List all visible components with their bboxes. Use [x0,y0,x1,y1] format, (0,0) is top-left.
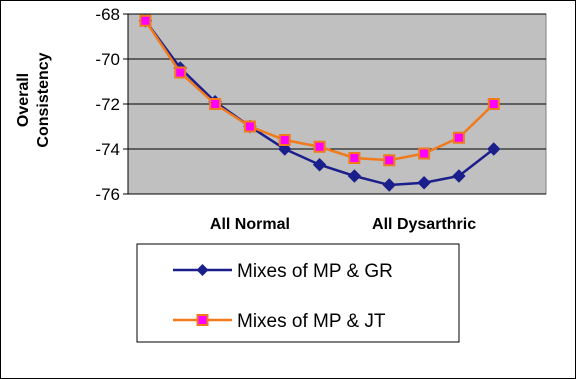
data-point [418,147,431,160]
data-point [347,169,362,183]
x-category-label: All Normal [210,216,290,233]
legend-marker [196,314,209,326]
x-category-labels: All Normal All Dysarthric [210,216,476,233]
y-tick-label: -68 [95,5,120,24]
legend-marker [196,264,209,276]
data-point [348,152,361,164]
legend: Mixes of MP & GR Mixes of MP & JT [173,261,393,332]
legend-label: Mixes of MP & GR [237,261,393,282]
data-point [382,178,396,192]
legend-box [136,243,460,343]
data-point [278,134,291,146]
y-tick-labels: -68 -70 -72 -74 -76 [95,5,120,204]
gridlines [123,13,546,195]
data-point [487,98,500,110]
y-tick-label: -72 [95,95,120,114]
data-point [174,66,187,79]
x-category-label: All Dysarthric [372,216,476,233]
data-point [243,120,256,133]
data-point [313,140,326,153]
data-point [139,14,152,27]
y-tick-label: -74 [95,140,120,159]
data-point [487,142,501,156]
data-point [452,169,466,183]
data-point [312,158,327,172]
series-group [138,14,501,192]
series-2 [139,14,500,167]
data-point [209,98,222,110]
data-point [383,154,396,167]
y-tick-label: -70 [95,50,120,69]
y-tick-label: -76 [95,185,120,204]
y-axis-label: Overall Consistency [15,52,52,147]
data-point [452,131,465,144]
data-point [417,176,431,190]
legend-label: Mixes of MP & JT [237,311,386,332]
